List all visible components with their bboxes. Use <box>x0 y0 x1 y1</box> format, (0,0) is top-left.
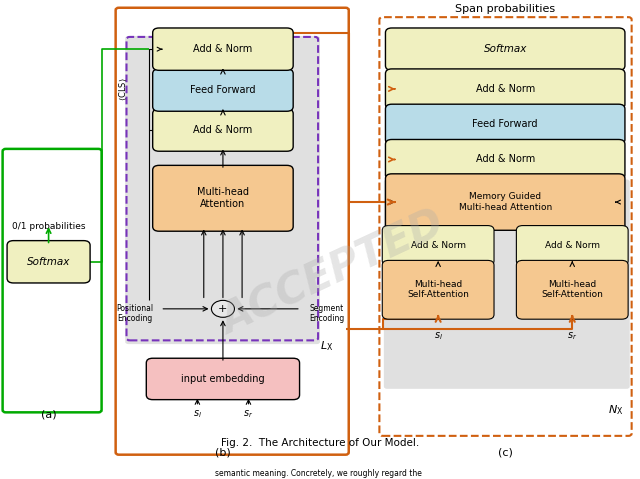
FancyBboxPatch shape <box>382 226 494 265</box>
Text: Multi-head
Self-Attention: Multi-head Self-Attention <box>407 280 469 299</box>
FancyBboxPatch shape <box>125 36 320 344</box>
FancyBboxPatch shape <box>385 104 625 144</box>
Text: $s_r$: $s_r$ <box>567 330 577 342</box>
Circle shape <box>211 300 234 317</box>
Text: Span probabilities: Span probabilities <box>455 4 556 14</box>
Text: $s_l$: $s_l$ <box>193 408 202 420</box>
FancyBboxPatch shape <box>7 240 90 283</box>
Text: Softmax: Softmax <box>483 44 527 54</box>
Text: Add & Norm: Add & Norm <box>193 44 253 54</box>
Text: Feed Forward: Feed Forward <box>472 119 538 129</box>
Text: $s_l$: $s_l$ <box>434 330 443 342</box>
FancyBboxPatch shape <box>385 174 625 230</box>
FancyBboxPatch shape <box>385 139 625 180</box>
Text: input embedding: input embedding <box>181 374 265 384</box>
Text: Feed Forward: Feed Forward <box>190 85 256 95</box>
FancyBboxPatch shape <box>384 180 630 389</box>
Text: Add & Norm: Add & Norm <box>476 154 535 164</box>
Text: +: + <box>218 304 228 314</box>
Text: Add & Norm: Add & Norm <box>411 241 466 250</box>
FancyBboxPatch shape <box>516 226 628 265</box>
Text: Add & Norm: Add & Norm <box>545 241 600 250</box>
FancyBboxPatch shape <box>385 69 625 109</box>
FancyBboxPatch shape <box>153 28 293 70</box>
FancyBboxPatch shape <box>385 28 625 70</box>
Text: $\langle$CLS$\rangle$: $\langle$CLS$\rangle$ <box>118 78 129 102</box>
Text: Memory Guided
Multi-head Attention: Memory Guided Multi-head Attention <box>459 193 552 212</box>
Text: Multi-head
Self-Attention: Multi-head Self-Attention <box>541 280 603 299</box>
Text: $s_r$: $s_r$ <box>243 408 253 420</box>
FancyBboxPatch shape <box>147 358 300 399</box>
Text: ACCEPTED: ACCEPTED <box>214 204 451 344</box>
Text: (b): (b) <box>215 447 231 457</box>
Text: Segment
Encoding: Segment Encoding <box>308 304 344 323</box>
Text: Positional
Encoding: Positional Encoding <box>116 304 154 323</box>
Text: 0/1 probabilities: 0/1 probabilities <box>12 222 85 231</box>
Text: Softmax: Softmax <box>27 257 70 267</box>
FancyBboxPatch shape <box>382 261 494 319</box>
Text: $L_{\rm X}$: $L_{\rm X}$ <box>320 340 333 354</box>
FancyBboxPatch shape <box>153 165 293 231</box>
Text: semantic meaning. Concretely, we roughly regard the: semantic meaning. Concretely, we roughly… <box>216 469 424 478</box>
Text: Add & Norm: Add & Norm <box>193 125 253 135</box>
Text: $N_{\rm X}$: $N_{\rm X}$ <box>608 403 623 417</box>
FancyBboxPatch shape <box>153 69 293 111</box>
Text: (c): (c) <box>498 447 513 457</box>
FancyBboxPatch shape <box>516 261 628 319</box>
Text: Multi-head
Attention: Multi-head Attention <box>197 187 249 209</box>
Text: Add & Norm: Add & Norm <box>476 84 535 94</box>
Text: Fig. 2.  The Architecture of Our Model.: Fig. 2. The Architecture of Our Model. <box>221 438 419 448</box>
FancyBboxPatch shape <box>153 109 293 151</box>
Text: (a): (a) <box>41 410 56 420</box>
